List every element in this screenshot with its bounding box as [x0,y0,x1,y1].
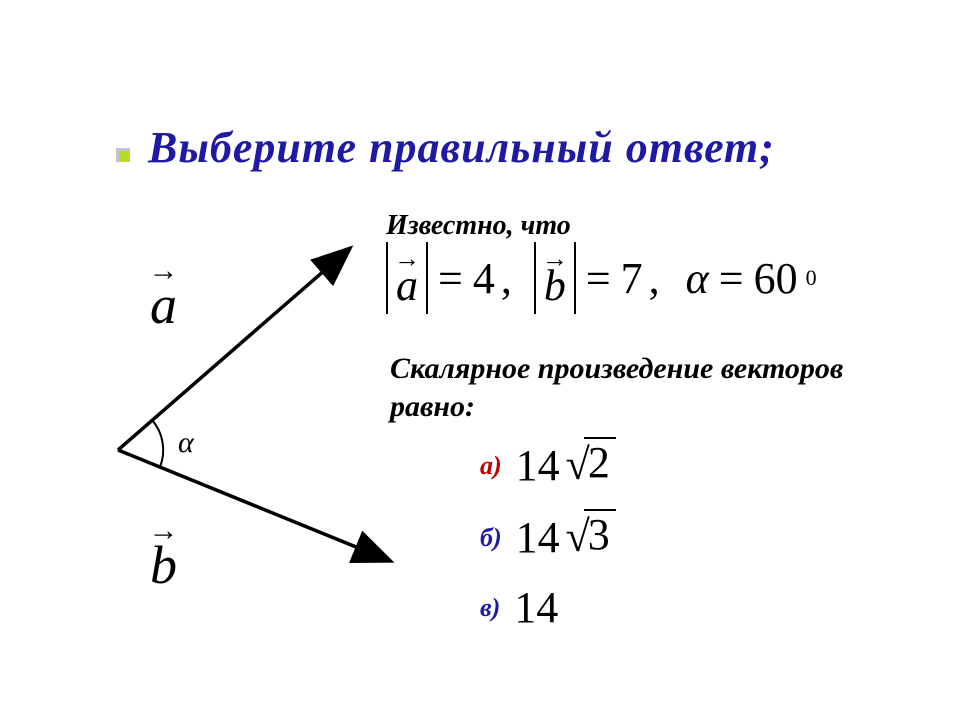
answer-value-a: 14 √2 [516,440,616,491]
answer-value-c: 14 [514,582,558,633]
equals-icon: = [434,253,467,304]
question-text: Скалярное произведение векторов равно: [390,350,910,425]
equals-icon: = [715,253,748,304]
answer-option-b[interactable]: б) 14 √3 [480,512,616,563]
known-label: Известно, что [386,210,571,242]
diagram-label-b: →b [150,520,177,596]
alpha-symbol: α [686,253,709,304]
arrow-icon: → [149,254,179,288]
alpha-value: 60 [754,253,798,304]
answer-tag-c: в) [480,593,500,623]
answer-tag-b: б) [480,523,502,553]
answer-value-b: 14 √3 [516,512,616,563]
answer-tag-a: а) [480,451,502,481]
diagram-label-a: →a [150,260,177,336]
degree-symbol: 0 [806,265,817,291]
arrow-icon: → [149,514,179,548]
vector-diagram: →a →b α [78,230,408,610]
arrow-icon: → [542,244,568,274]
slide: Выберите правильный ответ; Известно, что… [0,0,960,720]
abs-b: → b [534,246,576,310]
answer-option-a[interactable]: а) 14 √2 [480,440,616,491]
a-value: 4 [473,253,495,304]
title-bullet [116,148,130,167]
slide-title: Выберите правильный ответ; [148,122,775,173]
equals-icon: = [582,253,615,304]
b-value: 7 [621,253,643,304]
answer-option-c[interactable]: в) 14 [480,582,558,633]
diagram-label-alpha: α [178,426,194,460]
given-equation: → a = 4, → b = 7, α = 600 [386,246,817,310]
